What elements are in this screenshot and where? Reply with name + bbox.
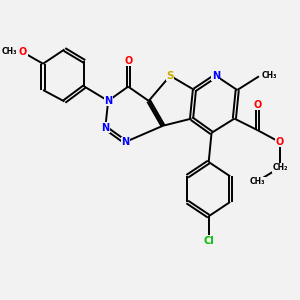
Text: O: O: [19, 47, 27, 57]
Text: CH₂: CH₂: [272, 163, 288, 172]
Text: S: S: [167, 71, 174, 81]
Text: O: O: [253, 100, 261, 110]
Text: N: N: [121, 137, 129, 147]
Text: N: N: [101, 123, 110, 133]
Text: O: O: [124, 56, 132, 66]
Text: CH₃: CH₃: [250, 177, 266, 186]
Text: Cl: Cl: [203, 236, 214, 246]
Text: O: O: [275, 137, 284, 147]
Text: N: N: [212, 71, 220, 81]
Text: CH₃: CH₃: [2, 47, 17, 56]
Text: N: N: [104, 96, 112, 106]
Text: CH₃: CH₃: [262, 71, 278, 80]
